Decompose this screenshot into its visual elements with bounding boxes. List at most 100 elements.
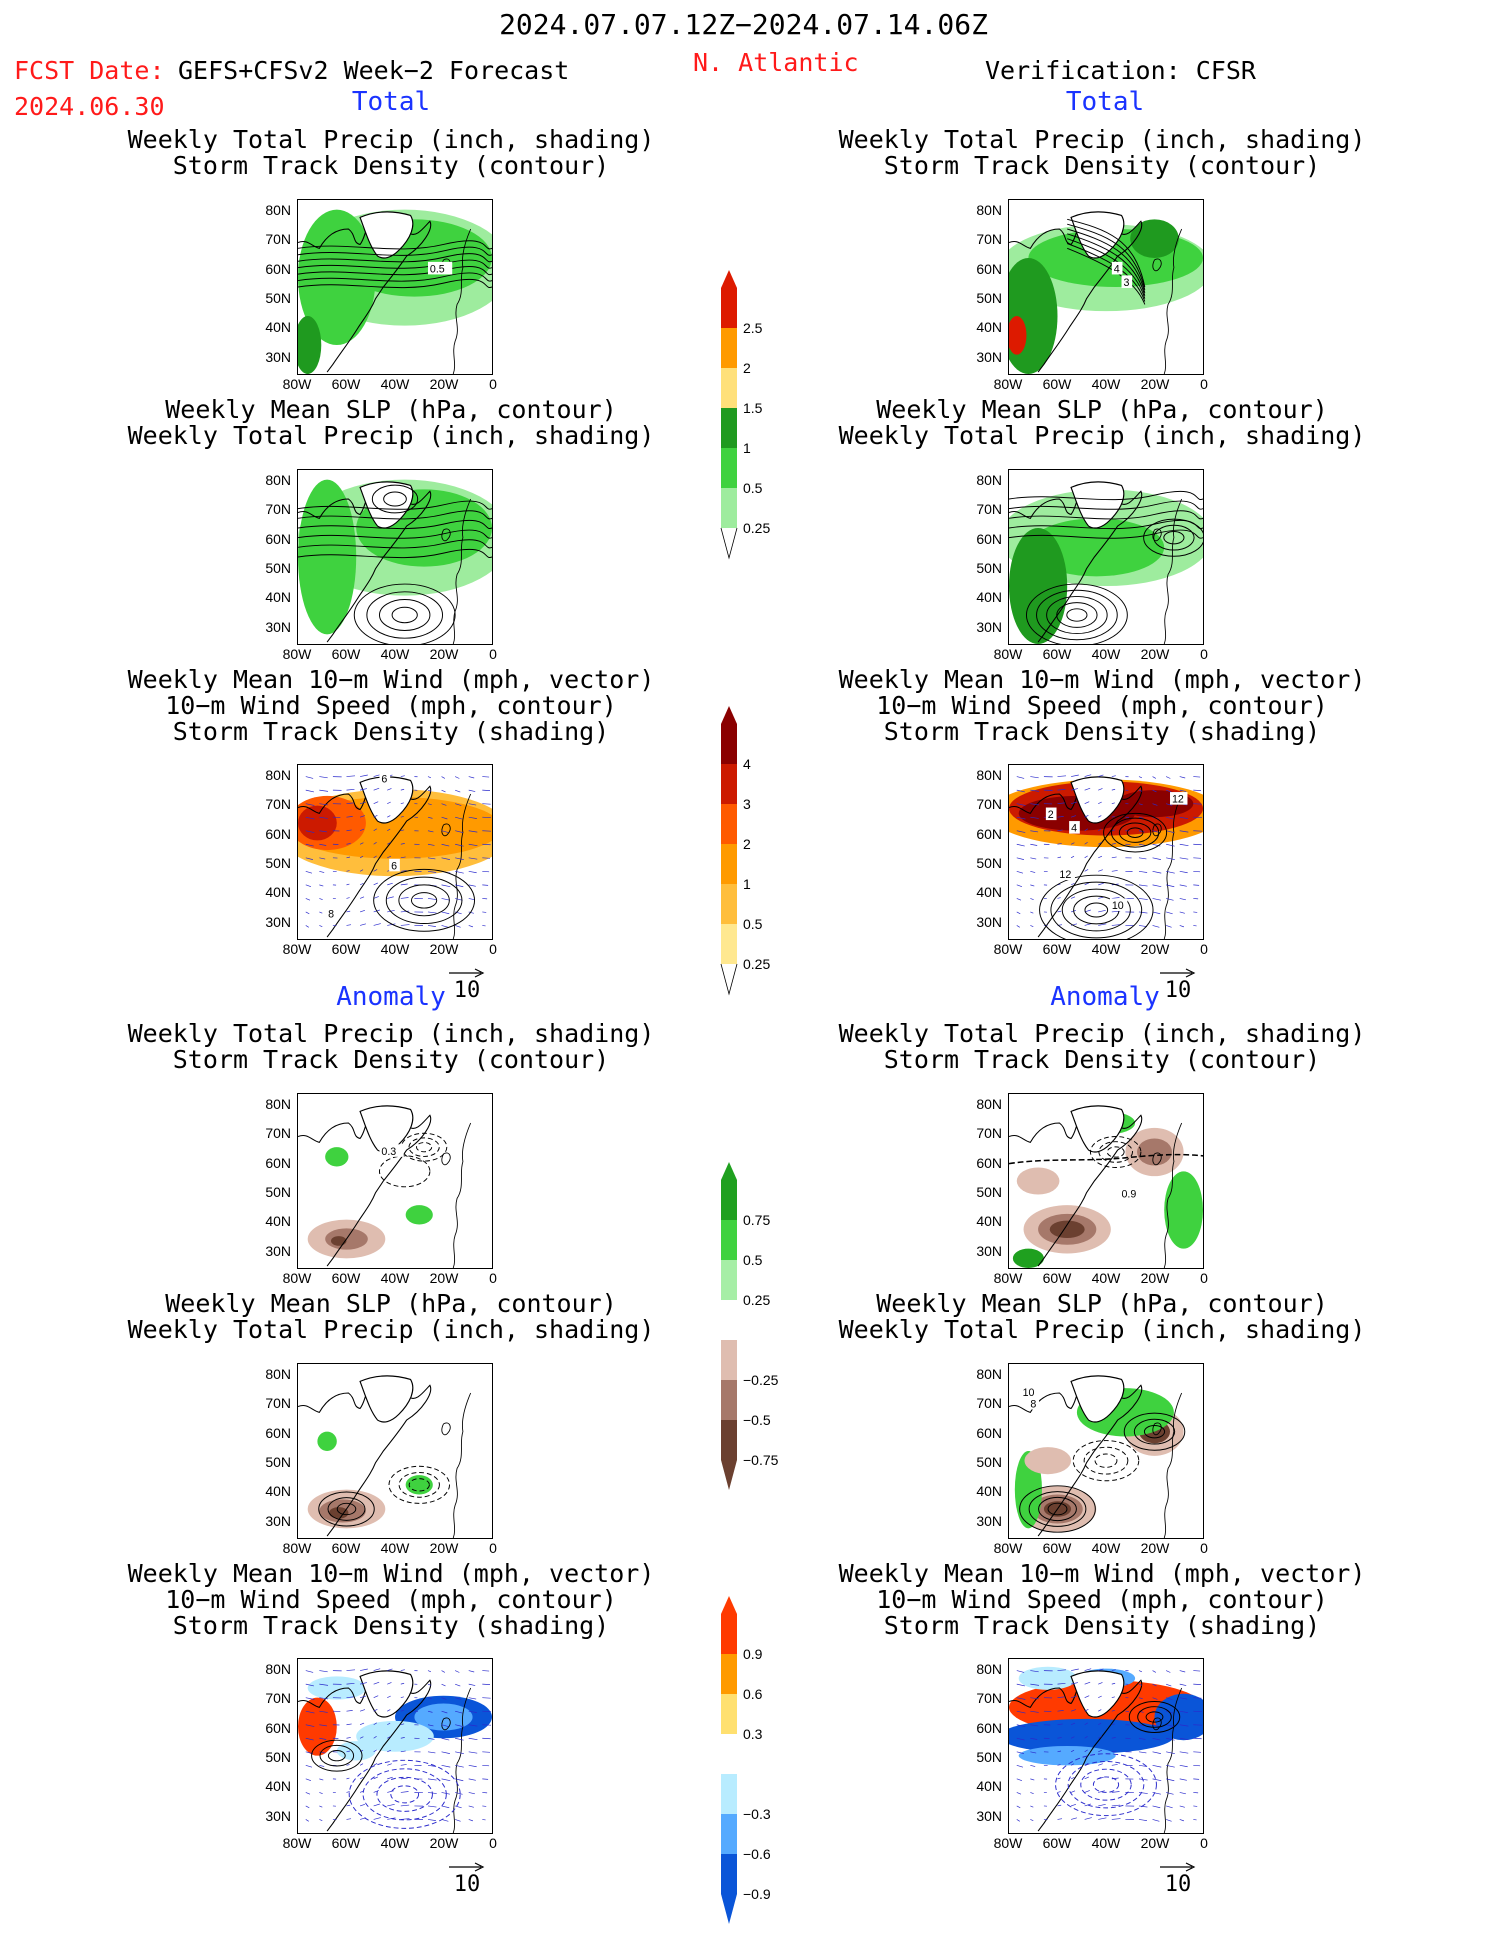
lat-tick-label: 30N — [257, 1243, 291, 1259]
contour-label: 6 — [389, 859, 400, 873]
lon-tick-label: 20W — [424, 646, 464, 662]
svg-text:0.3: 0.3 — [381, 1146, 396, 1158]
fc-row1-title: Weekly Total Precip (inch, shading)Storm… — [81, 127, 701, 179]
colorbar-tick-label: −0.6 — [743, 1846, 771, 1862]
fc-row4-title: Weekly Total Precip (inch, shading)Storm… — [81, 1021, 701, 1073]
lon-tick-label: 80W — [988, 1540, 1028, 1556]
contour-label: 8 — [326, 907, 337, 921]
lon-tick-label: 20W — [1135, 1540, 1175, 1556]
lat-tick-label: 70N — [968, 501, 1002, 517]
lon-tick-label: 80W — [988, 1270, 1028, 1286]
contour-label: 10 — [1021, 1385, 1038, 1399]
lat-tick-label: 40N — [257, 1778, 291, 1794]
panel-title-line: Storm Track Density (shading) — [792, 719, 1412, 745]
lon-tick-label: 20W — [1135, 1270, 1175, 1286]
ob-row3-title: Weekly Mean 10−m Wind (mph, vector)10−m … — [792, 667, 1412, 745]
colorbar-swatch — [721, 764, 737, 804]
contour-label: 4 — [1112, 262, 1123, 276]
lat-tick-label: 80N — [968, 1661, 1002, 1677]
fcst-date-value: 2024.06.30 — [14, 92, 165, 121]
colorbar-tick-label: 2 — [743, 360, 751, 376]
colorbar-tick-label: 0.5 — [743, 1252, 762, 1268]
lat-tick-label: 50N — [257, 290, 291, 306]
lon-tick-label: 40W — [1086, 376, 1126, 392]
section-total-right: Total — [1005, 87, 1205, 117]
colorbar-swatch — [721, 1420, 737, 1460]
svg-text:3: 3 — [1123, 277, 1129, 289]
lon-tick-label: 80W — [277, 1540, 317, 1556]
reference-vector: 10 — [447, 1862, 487, 1892]
colorbar-tick-label: 4 — [743, 756, 751, 772]
lat-tick-label: 70N — [257, 1690, 291, 1706]
panel-title-line: Weekly Total Precip (inch, shading) — [81, 127, 701, 153]
lat-tick-label: 30N — [968, 914, 1002, 930]
colorbar-tick-label: −0.75 — [743, 1452, 778, 1468]
ob-row5-title: Weekly Mean SLP (hPa, contour)Weekly Tot… — [792, 1291, 1412, 1343]
lat-tick-label: 60N — [968, 1720, 1002, 1736]
lon-tick-label: 0 — [1184, 941, 1224, 957]
svg-text:2: 2 — [1048, 809, 1054, 821]
lon-tick-label: 40W — [1086, 1835, 1126, 1851]
colorbar-tick-label: −0.25 — [743, 1372, 778, 1388]
lon-tick-label: 60W — [326, 1835, 366, 1851]
lon-tick-label: 40W — [1086, 941, 1126, 957]
lon-tick-label: 20W — [1135, 1835, 1175, 1851]
lat-tick-label: 50N — [968, 560, 1002, 576]
panel-title-line: Weekly Total Precip (inch, shading) — [81, 1317, 701, 1343]
colorbar-tick-label: −0.5 — [743, 1412, 771, 1428]
reference-vector-label: 10 — [447, 1872, 487, 1897]
lat-tick-label: 70N — [968, 1125, 1002, 1141]
svg-text:10: 10 — [1112, 900, 1124, 912]
date-range-title: 2024.07.07.12Z−2024.07.14.06Z — [0, 8, 1487, 41]
lat-tick-label: 70N — [968, 1395, 1002, 1411]
lon-tick-label: 60W — [1037, 1540, 1077, 1556]
colorbar-tick-label: 0.3 — [743, 1726, 762, 1742]
lat-tick-label: 60N — [257, 1155, 291, 1171]
lat-tick-label: 60N — [257, 1425, 291, 1441]
reference-vector-label: 10 — [1158, 978, 1198, 1003]
panel-title-line: 10−m Wind Speed (mph, contour) — [81, 1587, 701, 1613]
lon-tick-label: 80W — [988, 376, 1028, 392]
svg-text:12: 12 — [1172, 794, 1184, 806]
lat-tick-label: 30N — [257, 1513, 291, 1529]
reference-vector-label: 10 — [447, 978, 487, 1003]
lon-tick-label: 60W — [1037, 1835, 1077, 1851]
lon-tick-label: 40W — [375, 376, 415, 392]
colorbar-tick-label: 0.25 — [743, 520, 770, 536]
contour-label: 3 — [1122, 275, 1133, 289]
ob-row6-title: Weekly Mean 10−m Wind (mph, vector)10−m … — [792, 1561, 1412, 1639]
panel-title-line: 10−m Wind Speed (mph, contour) — [792, 1587, 1412, 1613]
lat-tick-label: 70N — [968, 796, 1002, 812]
model-name: GEFS+CFSv2 Week−2 Forecast — [178, 56, 569, 85]
lat-tick-label: 80N — [257, 767, 291, 783]
fc-row4-map: 0.3 — [297, 1093, 493, 1269]
panel-title-line: Weekly Total Precip (inch, shading) — [792, 1317, 1412, 1343]
lat-tick-label: 60N — [257, 531, 291, 547]
lon-tick-label: 40W — [1086, 1270, 1126, 1286]
ob-row4-map: 0.9 — [1008, 1093, 1204, 1269]
lon-tick-label: 80W — [988, 646, 1028, 662]
lon-tick-label: 0 — [1184, 1540, 1224, 1556]
colorbar-swatch — [721, 844, 737, 884]
lon-tick-label: 40W — [375, 1270, 415, 1286]
lat-tick-label: 40N — [968, 1483, 1002, 1499]
lat-tick-label: 30N — [257, 1808, 291, 1824]
fc-row6-title: Weekly Mean 10−m Wind (mph, vector)10−m … — [81, 1561, 701, 1639]
lat-tick-label: 40N — [257, 1213, 291, 1229]
contour-label: 12 — [1058, 867, 1075, 881]
reference-vector-label: 10 — [1158, 1872, 1198, 1897]
colorbar-swatch — [721, 1654, 737, 1694]
reference-vector: 10 — [1158, 968, 1198, 998]
lat-tick-label: 50N — [257, 855, 291, 871]
colorbar-tick-label: 0.9 — [743, 1646, 762, 1662]
lat-tick-label: 60N — [257, 261, 291, 277]
lat-tick-label: 40N — [257, 1483, 291, 1499]
lon-tick-label: 60W — [326, 376, 366, 392]
lat-tick-label: 80N — [257, 1096, 291, 1112]
colorbar-tick-label: 0.5 — [743, 480, 762, 496]
colorbar-swatch — [721, 724, 737, 764]
